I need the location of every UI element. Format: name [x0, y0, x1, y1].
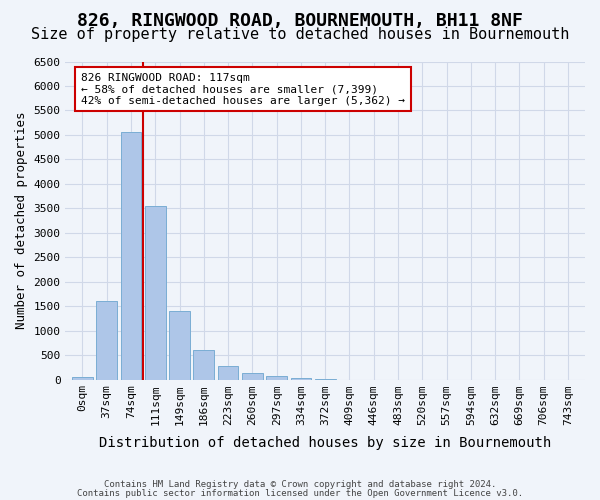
Bar	[193, 350, 214, 380]
Y-axis label: Number of detached properties: Number of detached properties	[15, 112, 28, 330]
Text: Contains HM Land Registry data © Crown copyright and database right 2024.: Contains HM Land Registry data © Crown c…	[104, 480, 496, 489]
X-axis label: Distribution of detached houses by size in Bournemouth: Distribution of detached houses by size …	[99, 436, 551, 450]
Text: Contains public sector information licensed under the Open Government Licence v3: Contains public sector information licen…	[77, 490, 523, 498]
Text: Size of property relative to detached houses in Bournemouth: Size of property relative to detached ho…	[31, 28, 569, 42]
Bar	[145, 206, 166, 380]
Text: 826, RINGWOOD ROAD, BOURNEMOUTH, BH11 8NF: 826, RINGWOOD ROAD, BOURNEMOUTH, BH11 8N…	[77, 12, 523, 30]
Bar	[290, 378, 311, 380]
Text: 826 RINGWOOD ROAD: 117sqm
← 58% of detached houses are smaller (7,399)
42% of se: 826 RINGWOOD ROAD: 117sqm ← 58% of detac…	[81, 72, 405, 106]
Bar	[218, 366, 238, 380]
Bar	[242, 373, 263, 380]
Bar	[266, 376, 287, 380]
Bar	[121, 132, 141, 380]
Bar	[97, 301, 117, 380]
Bar	[169, 311, 190, 380]
Bar	[72, 377, 93, 380]
